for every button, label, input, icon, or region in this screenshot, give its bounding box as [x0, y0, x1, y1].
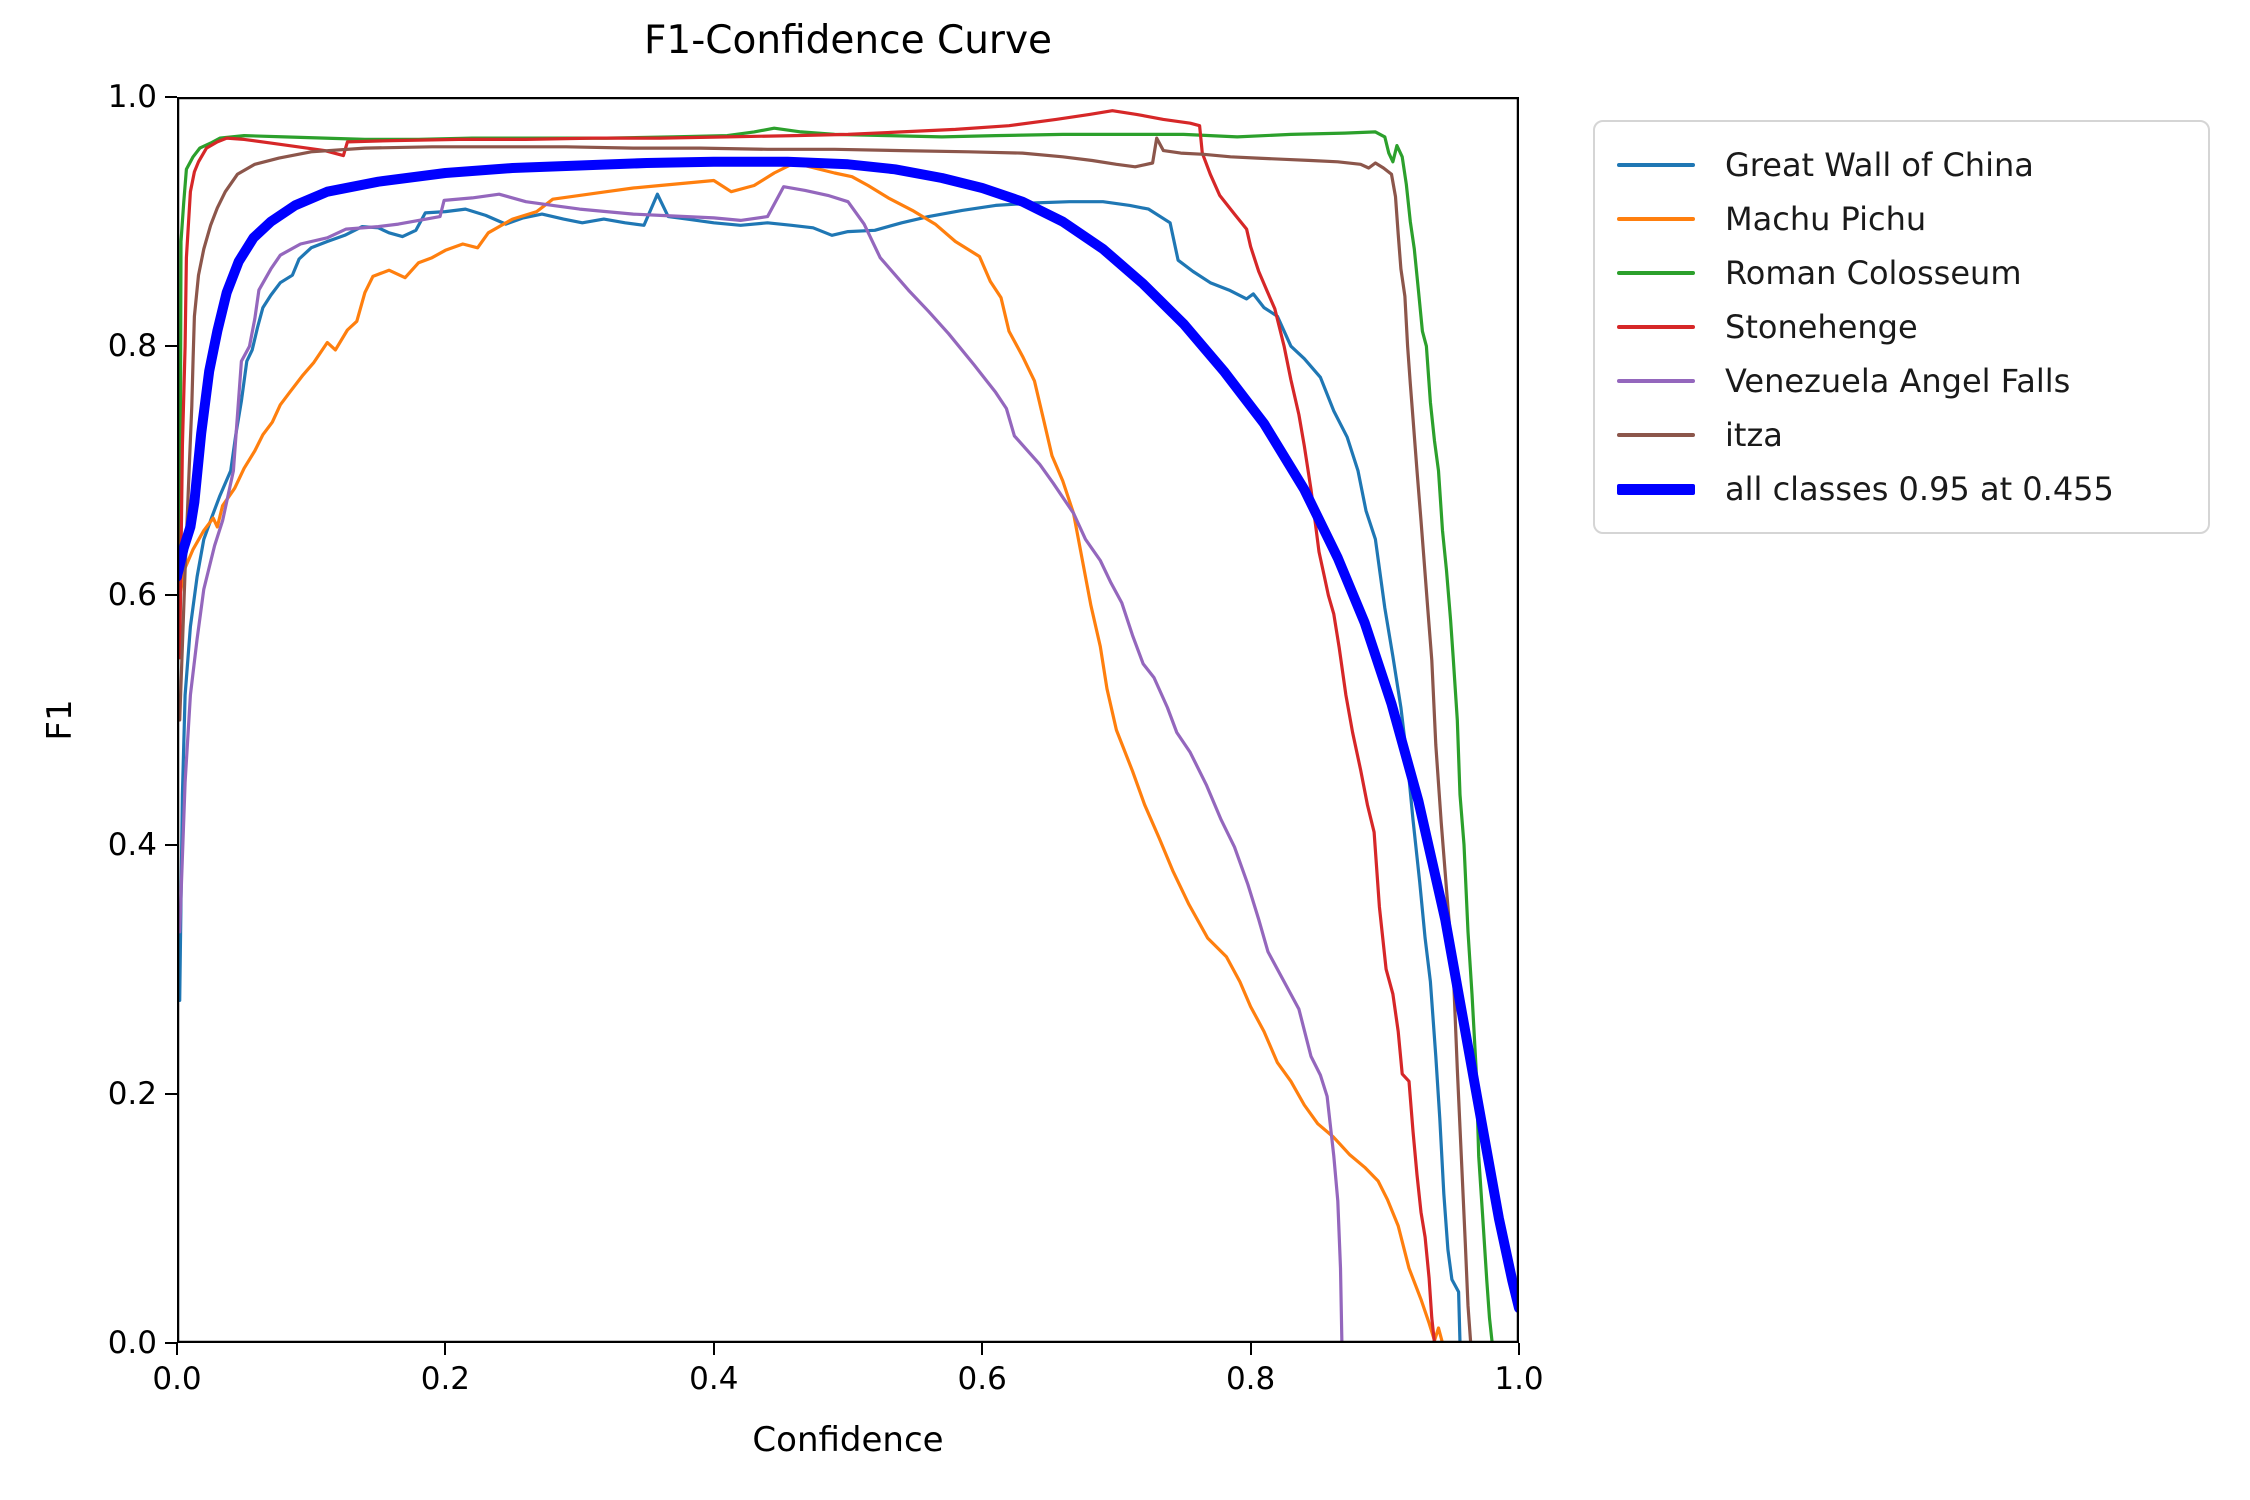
x-axis-label: Confidence	[752, 1420, 944, 1460]
y-tick-mark	[165, 1092, 177, 1095]
y-tick-label: 0.2	[107, 1075, 157, 1112]
series-line-machu-pichu	[178, 161, 1519, 1343]
legend-item-great-wall-of-china: Great Wall of China	[1617, 138, 2208, 192]
legend-label: Venezuela Angel Falls	[1725, 362, 2071, 400]
legend-label: Great Wall of China	[1725, 146, 2034, 184]
legend-line-swatch	[1617, 433, 1695, 437]
legend-item-stonehenge: Stonehenge	[1617, 300, 2208, 354]
legend-line-swatch	[1617, 271, 1695, 275]
series-line-itza	[178, 136, 1519, 1343]
x-tick-mark	[444, 1343, 447, 1355]
x-tick-label: 0.0	[152, 1361, 202, 1397]
y-tick-label: 0.0	[107, 1325, 157, 1361]
legend-label: itza	[1725, 416, 1783, 454]
y-tick-mark	[165, 1342, 177, 1344]
y-tick-label: 0.6	[107, 577, 157, 614]
plot-area	[177, 97, 1519, 1343]
x-tick-label: 1.0	[1494, 1361, 1544, 1397]
legend-line-swatch	[1617, 483, 1695, 495]
legend-line-swatch	[1617, 325, 1695, 329]
x-tick-label: 0.6	[957, 1361, 1007, 1397]
series-line-roman-colosseum	[178, 126, 1519, 1343]
y-tick-label: 1.0	[107, 79, 157, 115]
series-line-stonehenge	[178, 109, 1519, 1343]
legend-line-swatch	[1617, 379, 1695, 383]
x-tick-mark	[176, 1343, 178, 1355]
series-line-all-classes-0-95-at-0-455	[177, 156, 1519, 1314]
legend-line-swatch	[1617, 217, 1695, 221]
y-tick-mark	[165, 594, 177, 597]
x-tick-label: 0.8	[1225, 1361, 1276, 1397]
legend-item-machu-pichu: Machu Pichu	[1617, 192, 2208, 246]
x-tick-mark	[712, 1343, 715, 1355]
legend-line-swatch	[1617, 163, 1695, 167]
legend-item-all-classes-0-95-at-0-455: all classes 0.95 at 0.455	[1617, 462, 2208, 516]
y-tick-mark	[165, 345, 177, 348]
legend: Great Wall of China Machu Pichu Roman Colo…	[1593, 120, 2210, 534]
series-line-venezuela-angel-falls	[178, 185, 1519, 1343]
plot-border	[177, 97, 1519, 1343]
legend-label: Stonehenge	[1725, 308, 1918, 346]
y-tick-label: 0.4	[107, 826, 157, 863]
legend-label: Machu Pichu	[1725, 200, 1927, 238]
y-axis-label: F1	[40, 699, 80, 741]
legend-item-itza: itza	[1617, 408, 2208, 462]
x-tick-mark	[1518, 1343, 1520, 1355]
x-tick-label: 0.4	[689, 1361, 739, 1397]
chart-title: F1-Confidence Curve	[643, 18, 1053, 63]
x-tick-mark	[981, 1343, 984, 1355]
x-tick-mark	[1249, 1343, 1252, 1355]
series-line-great-wall-of-china	[178, 192, 1519, 1343]
y-tick-mark	[165, 96, 177, 98]
legend-item-venezuela-angel-falls: Venezuela Angel Falls	[1617, 354, 2208, 408]
y-tick-mark	[165, 843, 177, 846]
legend-item-roman-colosseum: Roman Colosseum	[1617, 246, 2208, 300]
y-tick-label: 0.8	[107, 328, 157, 365]
x-tick-label: 0.2	[420, 1361, 471, 1397]
legend-label: all classes 0.95 at 0.455	[1725, 470, 2114, 508]
legend-label: Roman Colosseum	[1725, 254, 2022, 292]
